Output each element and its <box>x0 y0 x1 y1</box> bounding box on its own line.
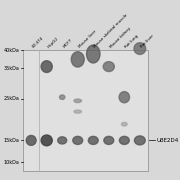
Ellipse shape <box>41 61 52 72</box>
Ellipse shape <box>119 92 130 103</box>
Ellipse shape <box>122 122 127 126</box>
Ellipse shape <box>60 95 65 99</box>
Text: 25kDa: 25kDa <box>4 96 20 102</box>
Ellipse shape <box>71 52 84 67</box>
Text: 35kDa: 35kDa <box>4 66 20 71</box>
Text: 40kDa: 40kDa <box>4 48 20 53</box>
Text: 15kDa: 15kDa <box>4 138 20 143</box>
Ellipse shape <box>73 136 83 144</box>
Text: Mouse skeletal muscle: Mouse skeletal muscle <box>93 13 129 49</box>
Ellipse shape <box>74 99 82 103</box>
Ellipse shape <box>88 136 98 144</box>
Ellipse shape <box>74 110 82 113</box>
Ellipse shape <box>41 135 52 146</box>
Text: Mouse kidney: Mouse kidney <box>109 26 132 49</box>
Text: HepG2: HepG2 <box>47 36 59 49</box>
Ellipse shape <box>134 136 145 145</box>
Ellipse shape <box>104 136 114 144</box>
Text: 10kDa: 10kDa <box>4 159 20 165</box>
FancyBboxPatch shape <box>23 50 148 171</box>
Text: BT-474: BT-474 <box>31 36 44 49</box>
Text: MCF7: MCF7 <box>62 38 73 49</box>
Ellipse shape <box>134 43 146 54</box>
Ellipse shape <box>119 136 129 144</box>
Text: Rat lung: Rat lung <box>124 34 139 49</box>
Ellipse shape <box>87 45 100 63</box>
Text: UBE2D4: UBE2D4 <box>157 138 179 143</box>
Text: Rat liver: Rat liver <box>140 34 155 49</box>
Ellipse shape <box>103 62 114 71</box>
Ellipse shape <box>26 135 36 145</box>
Text: Mouse liver: Mouse liver <box>78 29 97 49</box>
Ellipse shape <box>58 137 67 144</box>
